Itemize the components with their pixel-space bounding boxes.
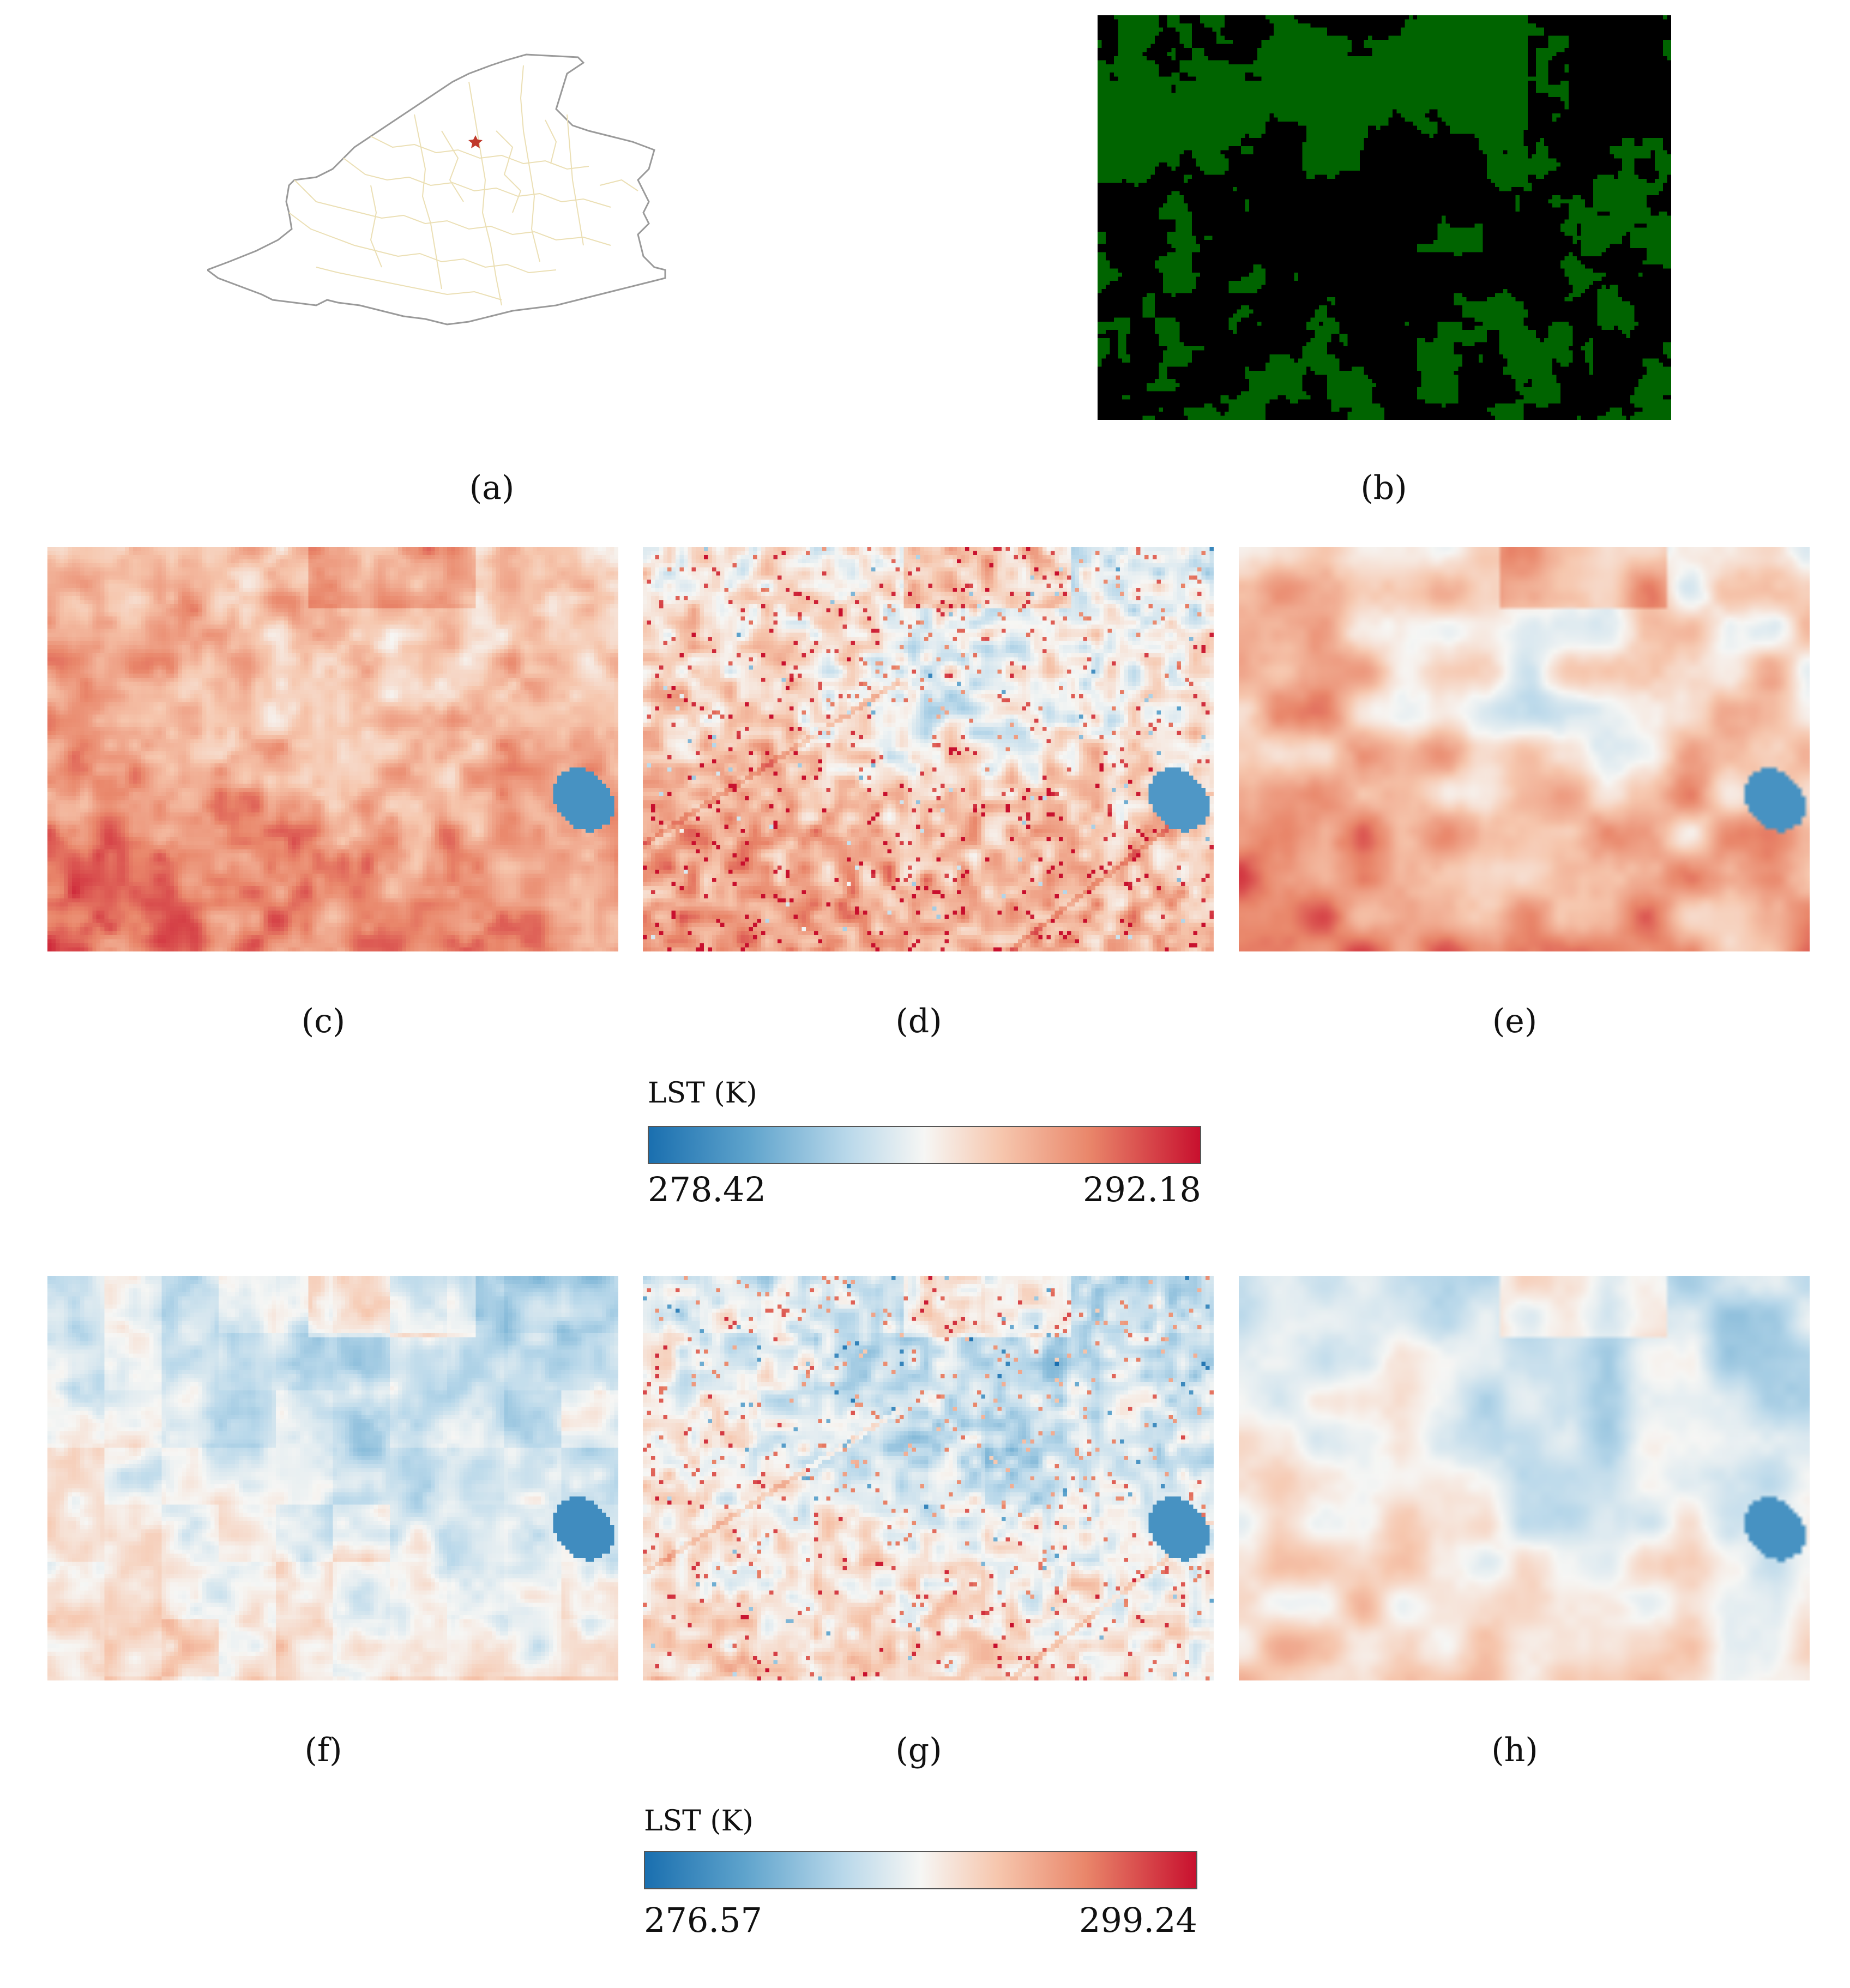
- caption-f: (f): [304, 1731, 342, 1769]
- lst-raster-f: [47, 1276, 618, 1680]
- location-marker-icon: [468, 135, 483, 148]
- caption-h: (h): [1491, 1731, 1538, 1769]
- vegetation-mask-raster: [1098, 15, 1671, 420]
- panel-a-region-map: [205, 49, 785, 333]
- region-outline-map: [205, 53, 666, 326]
- panel-b-vegetation-mask: [1098, 15, 1671, 420]
- panel-f-lst: [47, 1276, 618, 1680]
- colorbar-2: LST (K) 276.57 299.24: [644, 1805, 1197, 1968]
- colorbar-1: LST (K) 278.42 292.18: [648, 1077, 1201, 1230]
- lst-raster-c: [47, 547, 618, 951]
- lst-raster-d: [643, 547, 1214, 951]
- colorbar-2-ramp: [644, 1851, 1197, 1889]
- municipality-borders: [288, 65, 638, 306]
- lst-raster-h: [1239, 1276, 1810, 1680]
- lst-raster-g: [643, 1276, 1214, 1680]
- colorbar-1-min: 278.42: [648, 1170, 766, 1209]
- colorbar-1-max: 292.18: [1083, 1170, 1201, 1209]
- caption-c: (c): [301, 1002, 346, 1040]
- lst-raster-e: [1239, 547, 1810, 951]
- panel-h-lst: [1239, 1276, 1810, 1680]
- colorbar-2-title: LST (K): [644, 1805, 754, 1838]
- region-outline: [205, 53, 666, 326]
- caption-d: (d): [895, 1002, 942, 1040]
- panel-e-lst: [1239, 547, 1810, 951]
- caption-b: (b): [1360, 469, 1407, 507]
- colorbar-2-max: 299.24: [1079, 1900, 1197, 1940]
- caption-a: (a): [469, 469, 515, 507]
- colorbar-2-min: 276.57: [644, 1900, 762, 1940]
- caption-e: (e): [1492, 1002, 1538, 1040]
- panel-g-lst: [643, 1276, 1214, 1680]
- panel-d-lst: [643, 547, 1214, 951]
- caption-g: (g): [895, 1731, 942, 1769]
- panel-c-lst: [47, 547, 618, 951]
- colorbar-1-title: LST (K): [648, 1077, 757, 1110]
- colorbar-1-ramp: [648, 1126, 1201, 1164]
